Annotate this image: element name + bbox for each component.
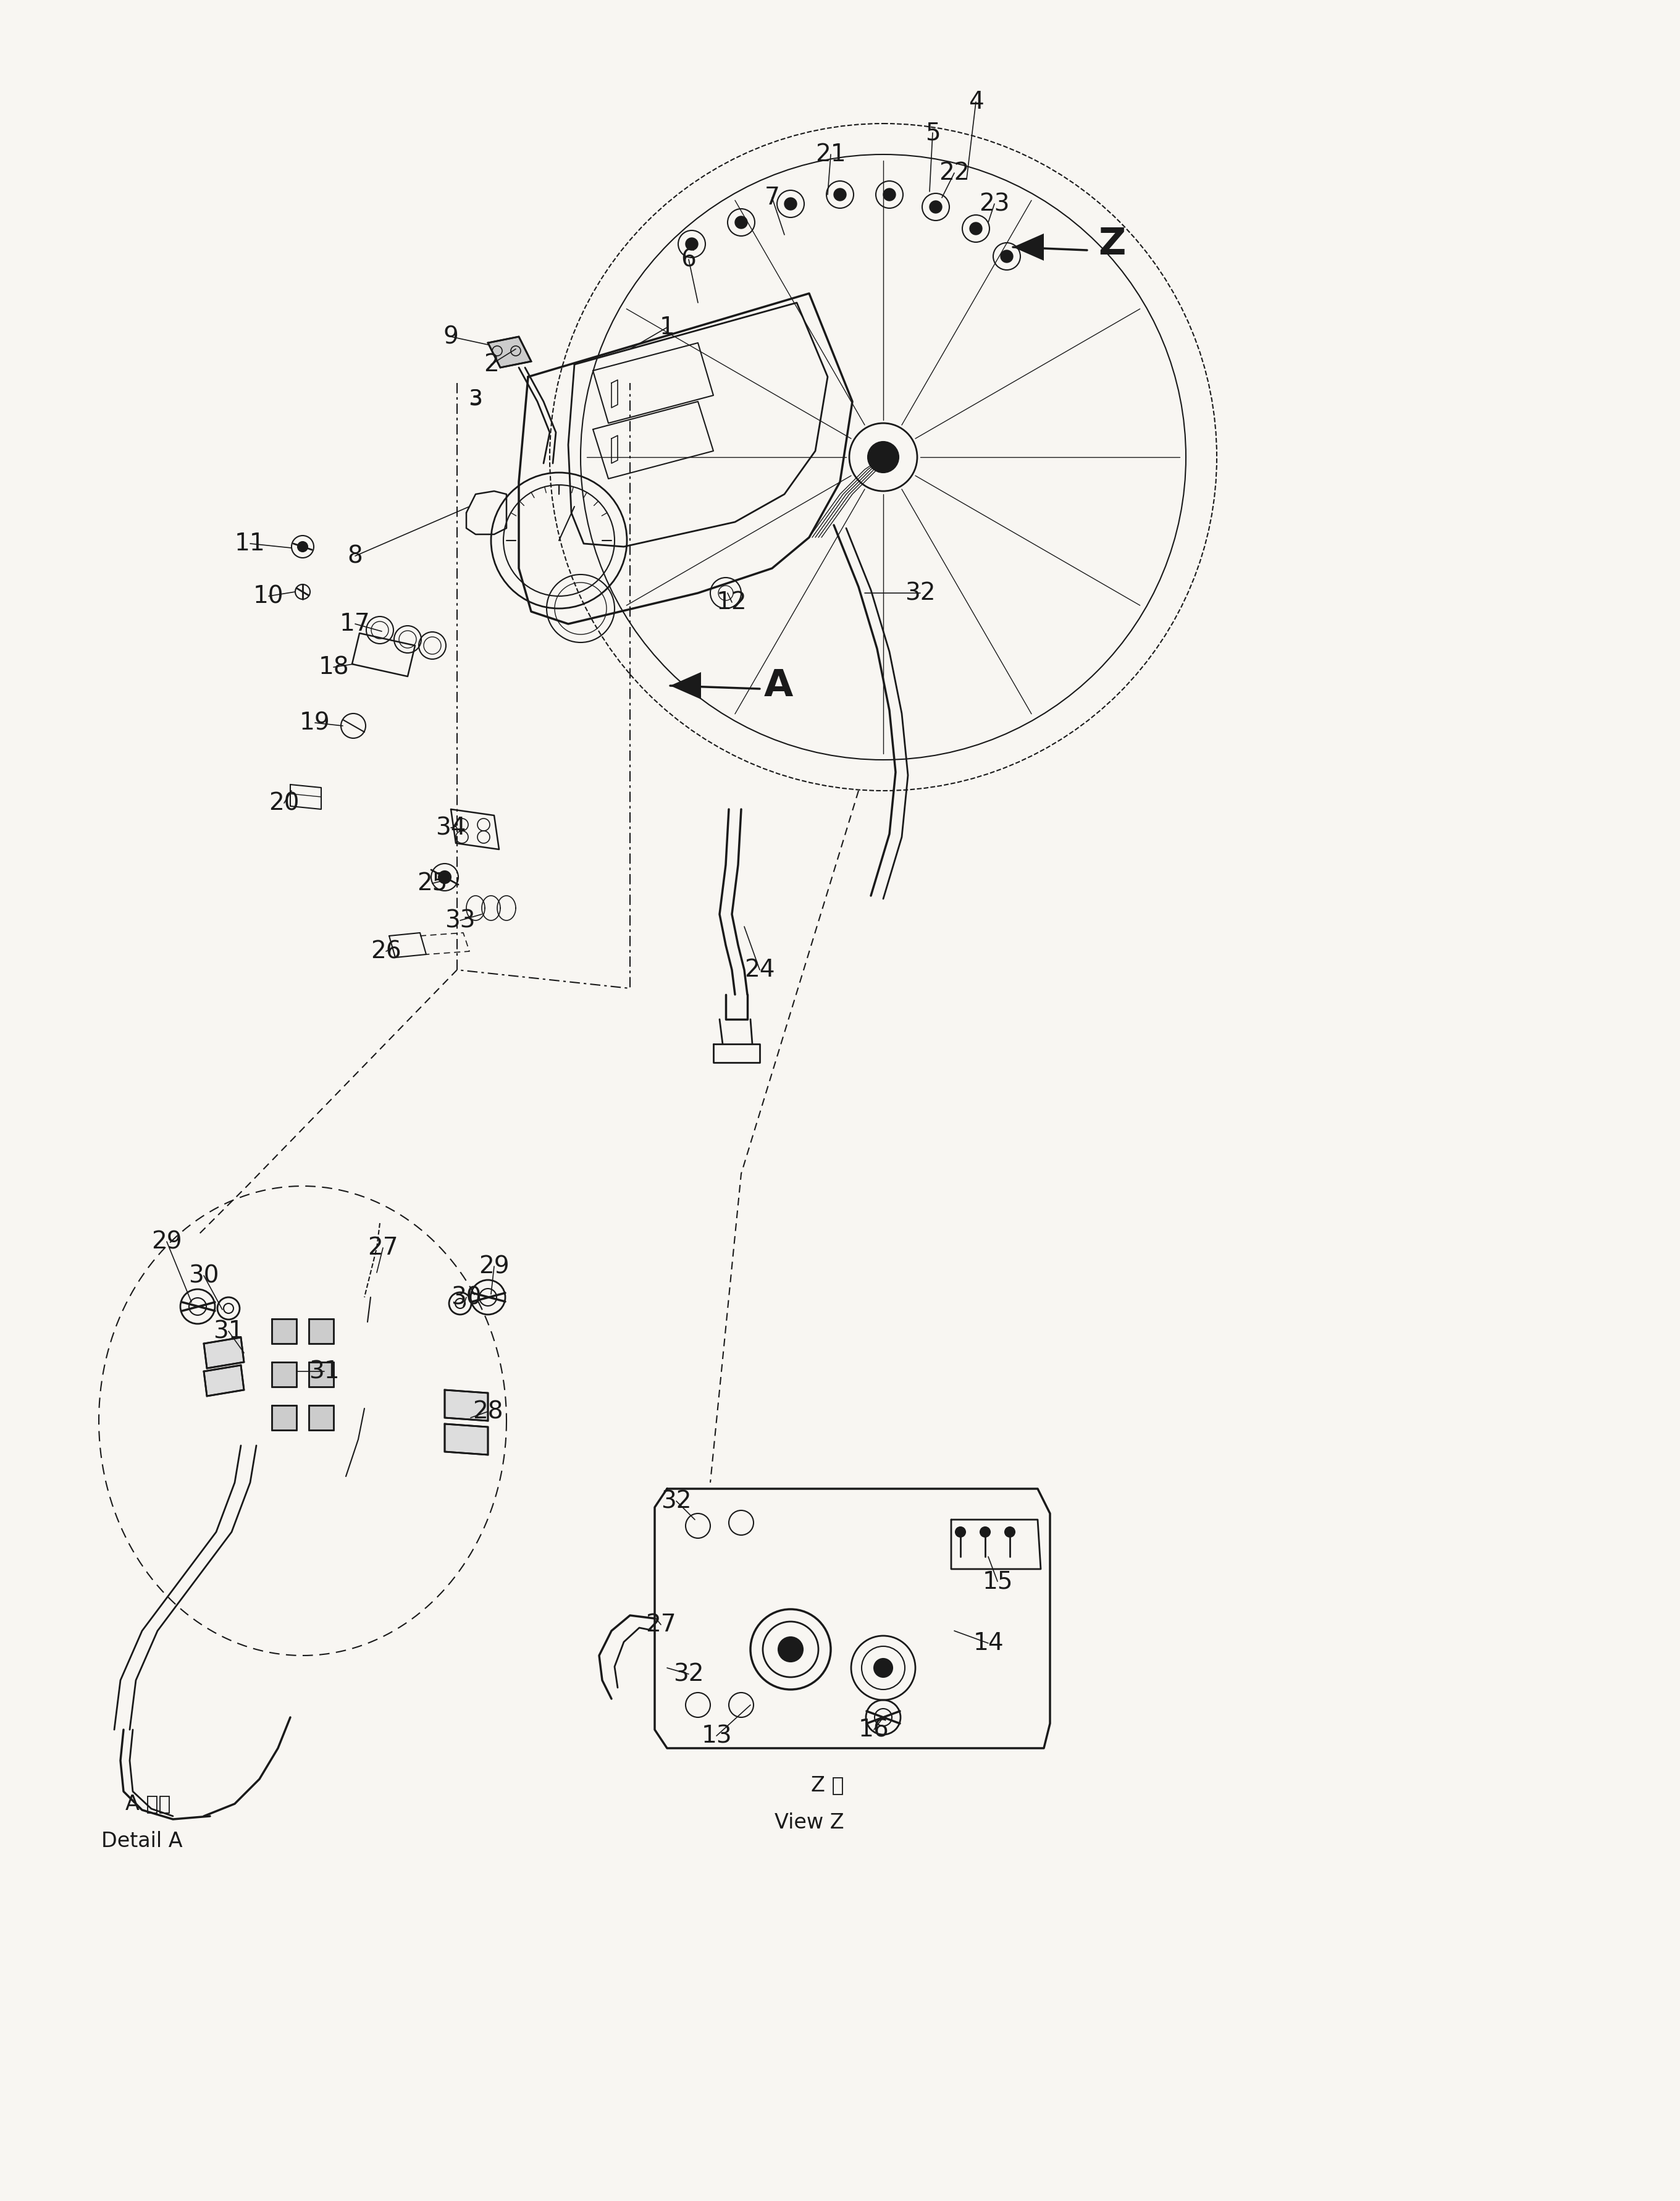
Text: Z 視: Z 視 — [811, 1774, 843, 1796]
Text: 10: 10 — [254, 585, 284, 607]
Text: 20: 20 — [269, 792, 299, 814]
Circle shape — [884, 189, 895, 200]
Polygon shape — [203, 1338, 244, 1369]
Text: 13: 13 — [701, 1723, 732, 1748]
Text: 26: 26 — [371, 940, 402, 964]
Text: 3: 3 — [469, 387, 482, 409]
Text: 24: 24 — [744, 957, 774, 982]
Polygon shape — [309, 1318, 334, 1343]
Polygon shape — [203, 1365, 244, 1395]
Text: 19: 19 — [299, 711, 331, 735]
Polygon shape — [445, 1424, 487, 1455]
Text: 34: 34 — [435, 817, 465, 839]
Text: 23: 23 — [979, 191, 1010, 216]
Text: 29: 29 — [151, 1230, 181, 1252]
Polygon shape — [272, 1318, 296, 1343]
Text: 30: 30 — [450, 1285, 482, 1310]
Circle shape — [969, 222, 983, 236]
Text: Z: Z — [1099, 227, 1126, 262]
Circle shape — [297, 541, 307, 552]
Text: 4: 4 — [968, 90, 983, 114]
Text: 31: 31 — [309, 1360, 339, 1382]
Text: 17: 17 — [339, 612, 371, 636]
Polygon shape — [445, 1389, 487, 1422]
Text: 32: 32 — [906, 581, 936, 605]
Polygon shape — [272, 1362, 296, 1387]
Text: 9: 9 — [444, 326, 459, 348]
Text: 11: 11 — [235, 533, 265, 555]
Circle shape — [1001, 251, 1013, 262]
Text: 21: 21 — [815, 143, 847, 165]
Text: 22: 22 — [939, 161, 969, 185]
Text: View Z: View Z — [774, 1811, 843, 1833]
Text: 32: 32 — [674, 1662, 704, 1686]
Circle shape — [685, 238, 697, 251]
Circle shape — [1005, 1527, 1015, 1536]
Text: 14: 14 — [973, 1631, 1003, 1655]
Text: 28: 28 — [472, 1400, 504, 1424]
Circle shape — [785, 198, 796, 209]
Text: 5: 5 — [926, 121, 941, 145]
Text: 8: 8 — [348, 544, 363, 568]
Circle shape — [869, 442, 899, 473]
Text: A: A — [764, 667, 793, 704]
Circle shape — [736, 216, 748, 229]
Text: 27: 27 — [368, 1237, 398, 1259]
Text: 16: 16 — [858, 1719, 889, 1741]
Text: 32: 32 — [660, 1490, 692, 1512]
Circle shape — [874, 1660, 892, 1677]
Circle shape — [778, 1638, 803, 1662]
Polygon shape — [487, 337, 531, 368]
Polygon shape — [309, 1362, 334, 1387]
Text: 18: 18 — [318, 656, 349, 678]
Text: 15: 15 — [983, 1569, 1013, 1594]
Text: 6: 6 — [680, 249, 696, 271]
Text: 2: 2 — [484, 352, 499, 376]
Text: 12: 12 — [717, 590, 748, 614]
Circle shape — [929, 200, 942, 213]
Text: 30: 30 — [188, 1263, 218, 1288]
Text: 29: 29 — [479, 1255, 509, 1279]
Polygon shape — [670, 671, 701, 700]
Polygon shape — [309, 1406, 334, 1431]
Circle shape — [956, 1527, 966, 1536]
Text: Detail A: Detail A — [101, 1831, 183, 1851]
Polygon shape — [272, 1406, 296, 1431]
Polygon shape — [1013, 233, 1043, 260]
Text: A 詳細: A 詳細 — [126, 1794, 171, 1814]
Text: 25: 25 — [417, 872, 447, 896]
Text: 1: 1 — [659, 315, 675, 339]
Text: 31: 31 — [213, 1318, 244, 1343]
Text: 3: 3 — [469, 387, 482, 409]
Circle shape — [979, 1527, 990, 1536]
Circle shape — [833, 189, 847, 200]
Text: 7: 7 — [764, 185, 780, 209]
Text: 27: 27 — [645, 1613, 677, 1635]
Circle shape — [438, 872, 450, 883]
Text: 33: 33 — [445, 909, 475, 933]
